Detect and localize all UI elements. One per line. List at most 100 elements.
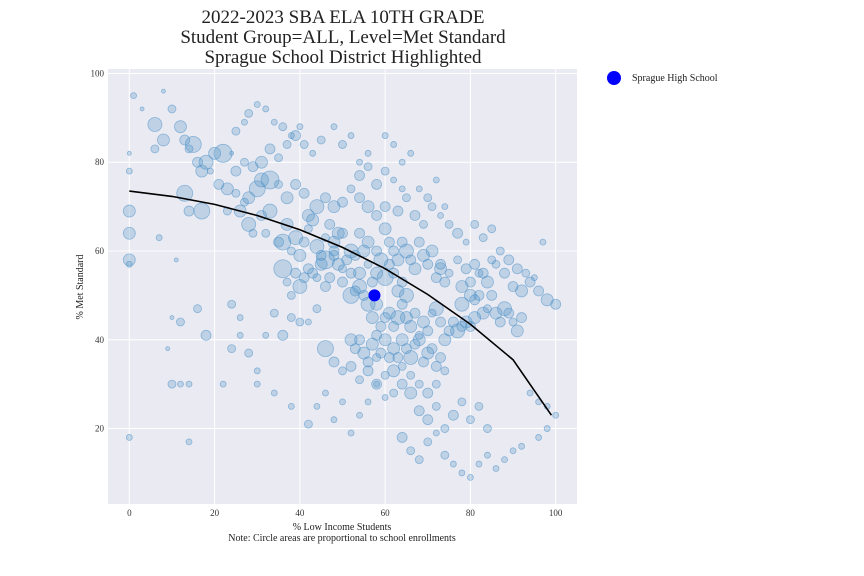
school-point [282,140,292,149]
school-point [362,365,374,377]
school-point [337,227,348,239]
school-point [422,325,434,337]
school-point [278,122,288,132]
school-point [274,233,292,251]
school-point [167,104,177,114]
school-point [185,438,193,446]
school-point [474,268,484,278]
x-tick-label: 20 [210,508,220,518]
school-point [407,149,415,157]
school-point [240,157,249,167]
school-point [444,219,454,229]
school-point [431,379,441,389]
school-point [396,298,408,310]
school-point [316,135,326,145]
school-point [286,290,296,300]
school-point [391,253,405,267]
school-point [535,434,543,441]
school-point [383,236,395,248]
school-point [403,350,419,365]
school-point [147,117,163,132]
school-point [262,203,278,219]
school-point [312,304,322,314]
school-point [441,203,449,211]
school-point [509,447,517,455]
chart-title-line-3: Sprague School District Highlighted [204,47,482,68]
school-point [264,143,276,155]
school-point [503,254,515,266]
school-point [486,289,498,301]
school-point [458,469,466,477]
school-point [422,387,434,399]
school-point [427,202,437,212]
school-point [392,352,404,363]
school-point [337,276,348,288]
school-point [515,284,528,298]
school-point [466,415,475,425]
school-point [206,167,214,175]
school-point [423,193,433,203]
school-point [298,187,310,199]
school-point [126,150,132,156]
school-point [354,192,365,204]
school-point [383,352,395,363]
school-point [499,267,510,279]
school-point [526,389,534,397]
school-point [511,263,523,275]
school-point [389,388,399,398]
school-point [447,409,459,421]
school-point [428,301,444,317]
school-point [354,170,365,181]
school-point [469,258,481,270]
school-point [414,379,424,389]
school-point [354,334,365,346]
school-point [330,123,338,131]
legend: Sprague High School [607,71,718,85]
school-point [241,216,257,232]
school-point [139,106,145,112]
school-point [347,132,355,139]
y-axis-label: % Met Standard [75,255,86,320]
school-point [431,401,441,411]
school-point [309,149,317,157]
school-point [426,343,438,355]
school-point [530,274,538,282]
school-point [539,238,547,246]
school-point [273,259,293,279]
school-point [345,360,357,372]
school-point [465,276,476,288]
school-point [161,88,166,94]
school-point [296,123,304,131]
school-point [290,267,302,279]
school-point [125,167,133,175]
school-point [287,132,295,139]
school-point [339,398,346,406]
school-point [373,380,381,388]
school-point [422,414,434,426]
school-point [313,402,321,410]
school-point [550,298,562,310]
school-point [425,244,439,258]
school-point [364,149,372,157]
school-point [303,419,313,429]
school-point [167,379,177,389]
school-point [380,370,390,380]
school-point [398,185,406,193]
school-point [404,386,418,400]
school-point [328,356,340,368]
trend-line [129,190,553,416]
school-point [273,236,284,248]
legend-label: Sprague High School [632,73,718,84]
school-point [474,401,484,411]
school-point [290,179,302,190]
school-point [382,306,396,320]
school-point [255,155,268,169]
chart-note: Note: Circle areas are proportional to s… [228,533,456,544]
school-point [437,212,444,219]
school-point [371,210,383,221]
school-point [322,389,329,397]
school-point [150,144,160,154]
school-point [227,299,237,309]
y-tick-label: 80 [95,157,105,167]
